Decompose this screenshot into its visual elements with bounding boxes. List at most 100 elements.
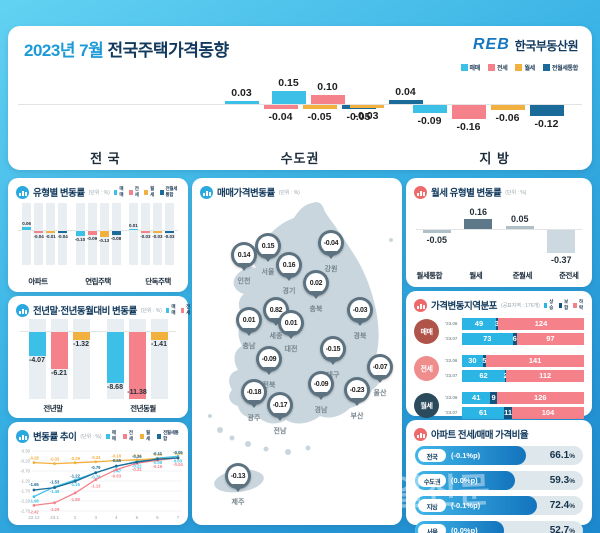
column-stripe <box>164 203 174 265</box>
column-stripe <box>72 319 90 399</box>
panel-title: 변동률 추이 <box>33 432 77 443</box>
segment-상승: 61 <box>462 406 505 419</box>
column-stripe <box>150 319 168 399</box>
bar-value: -0.09 <box>86 236 98 242</box>
legend-swatch <box>180 307 185 313</box>
bar-value: -0.03 <box>164 233 175 239</box>
map-pin-전북: -0.09 <box>256 346 282 375</box>
legend-label: 전월세통합 <box>163 430 179 441</box>
segment-보합: 6 <box>512 332 517 345</box>
category-label: 준월세 <box>512 271 533 280</box>
trend-legend: 매매 전세 월세 전월세통합 <box>105 430 181 442</box>
bar-value: -0.04 <box>33 233 44 239</box>
bar-chart-icon <box>200 185 213 199</box>
pin-region-label: 세종 <box>269 333 283 340</box>
distribution-group-매매: 매매 '23.06 49 3 124 '23.07 73 6 97 <box>414 317 584 347</box>
pin-value: -0.13 <box>228 466 248 486</box>
bar-전세 <box>128 332 146 400</box>
row-period-label: '23.06 <box>445 395 458 400</box>
ratio-change: (-0.1%p) <box>451 501 481 510</box>
panel-title: 유형별 변동률 <box>33 188 85 199</box>
svg-text:-0.63: -0.63 <box>112 474 122 479</box>
svg-text:-0.18: -0.18 <box>112 454 122 459</box>
ratio-value: 72.4% <box>549 500 575 511</box>
reb-logo-icon: REB <box>472 36 510 53</box>
panel-unit: (단위 : %) <box>278 189 300 196</box>
by-type-categories: 아파트 연립주택 단독주택 <box>8 276 188 287</box>
summary-group: -0.09 -0.16 -0.06 -0.12 <box>394 76 582 140</box>
svg-text:0.03: 0.03 <box>174 458 183 463</box>
bar-월세 <box>490 105 525 111</box>
summary-categories: 전 국 수도권 지 방 <box>8 148 592 167</box>
bar-value: -0.05 <box>346 111 371 124</box>
segment-하락: 104 <box>511 406 584 419</box>
map-pin-대구: -0.15 <box>320 336 346 365</box>
bar-value: -11.38 <box>127 389 147 396</box>
pin-value: -0.15 <box>323 339 343 359</box>
bar-전세 <box>87 231 97 236</box>
ratio-row-지방: 지방 (-0.1%p) 72.4% <box>415 496 583 515</box>
map-pin-충남: 0.01 <box>236 307 262 336</box>
bar-월세 <box>46 231 56 233</box>
legend-item: 월세 <box>139 430 153 442</box>
pin-region-label: 경북 <box>353 333 367 340</box>
svg-text:-0.28: -0.28 <box>29 456 39 461</box>
ratio-row-서울: 서울 (0.0%p) 52.7% <box>415 521 583 533</box>
svg-text:-0.20: -0.20 <box>20 459 30 464</box>
distribution-legend: 상승 보합 하락 <box>543 299 585 311</box>
svg-text:7: 7 <box>177 515 180 520</box>
legend-item: 상승 <box>543 299 555 311</box>
bar-chart-icon <box>16 303 29 317</box>
bar-value: -0.37 <box>550 254 572 265</box>
bar-전세 <box>34 231 44 233</box>
segment-보합: 3 <box>494 317 500 330</box>
legend-item: 매매 <box>165 304 177 316</box>
ratio-row-전국: 전국 (-0.1%p) 66.1% <box>415 446 583 465</box>
svg-text:-1.53: -1.53 <box>50 480 60 485</box>
distribution-stacked-chart: 매매 '23.06 49 3 124'23.07 73 6 97 전세 '23.06 30 5 141 '… <box>406 317 592 421</box>
pin-value: -0.03 <box>350 300 370 320</box>
ratio-bar-chart: 전국 (-0.1%p) 66.1% 수도권 (0.0%p) 59.3% 지방 (-0.1%p)… <box>406 446 592 533</box>
panel-trend: 변동률 추이 (단위 : %) 매매 전세 월세 전월세통합 0.30 -0.20 -0.… <box>8 422 188 525</box>
legend-item: 전세 <box>180 304 192 316</box>
row-period-label: '23.06 <box>445 321 458 326</box>
panel-ratio: 아파트 전세/매매 가격비율 전국 (-0.1%p) 66.1% 수도권 (0.0%p)… <box>406 420 592 533</box>
segment-하락: 126 <box>496 391 584 404</box>
legend-label: 전세 <box>186 304 191 315</box>
bar-value: -0.16 <box>456 121 481 134</box>
legend-item: 전세 <box>487 63 508 72</box>
legend-label: 전세 <box>134 186 139 197</box>
svg-text:-0.22: -0.22 <box>132 463 142 468</box>
segment-하락: 124 <box>498 317 584 330</box>
bar-value: -0.04 <box>57 233 68 239</box>
rent-type-bar-chart: -0.05 0.16 0.05 -0.37 <box>416 205 582 267</box>
pin-value: -0.04 <box>321 233 341 253</box>
pin-region-label: 충남 <box>242 343 256 350</box>
bar-준전세 <box>547 230 576 253</box>
segment-보합: 9 <box>490 391 497 404</box>
legend-swatch <box>144 189 149 195</box>
bar-매매 <box>106 332 124 384</box>
pin-region-label: 강원 <box>324 266 338 273</box>
panel-title: 가격변동지역분포 <box>431 301 497 312</box>
summary-group: 0.15 0.10 -0.03 0.04 <box>206 76 423 140</box>
bar-전월세통합 <box>58 231 68 233</box>
panel-title: 전년말·전년동월대비 변동률 <box>33 306 137 317</box>
column-stripe <box>58 203 68 265</box>
svg-text:4: 4 <box>115 515 118 520</box>
segment-보합: 2 <box>504 369 508 382</box>
bar-value: -0.08 <box>110 235 122 241</box>
category-label: 월세통합 <box>416 271 443 280</box>
map-pin-제주: -0.13 <box>225 463 251 492</box>
bar-value: -6.21 <box>51 369 67 377</box>
pin-region-label: 서울 <box>261 269 275 276</box>
legend-label: 하락 <box>578 299 583 310</box>
pin-region-label: 제주 <box>231 499 245 506</box>
svg-text:-0.79: -0.79 <box>91 465 101 470</box>
bar-매매 <box>224 101 259 104</box>
bar-value: -0.13 <box>98 237 110 243</box>
map-pin-광주: -0.18 <box>241 379 267 408</box>
column-stripe <box>34 203 44 265</box>
